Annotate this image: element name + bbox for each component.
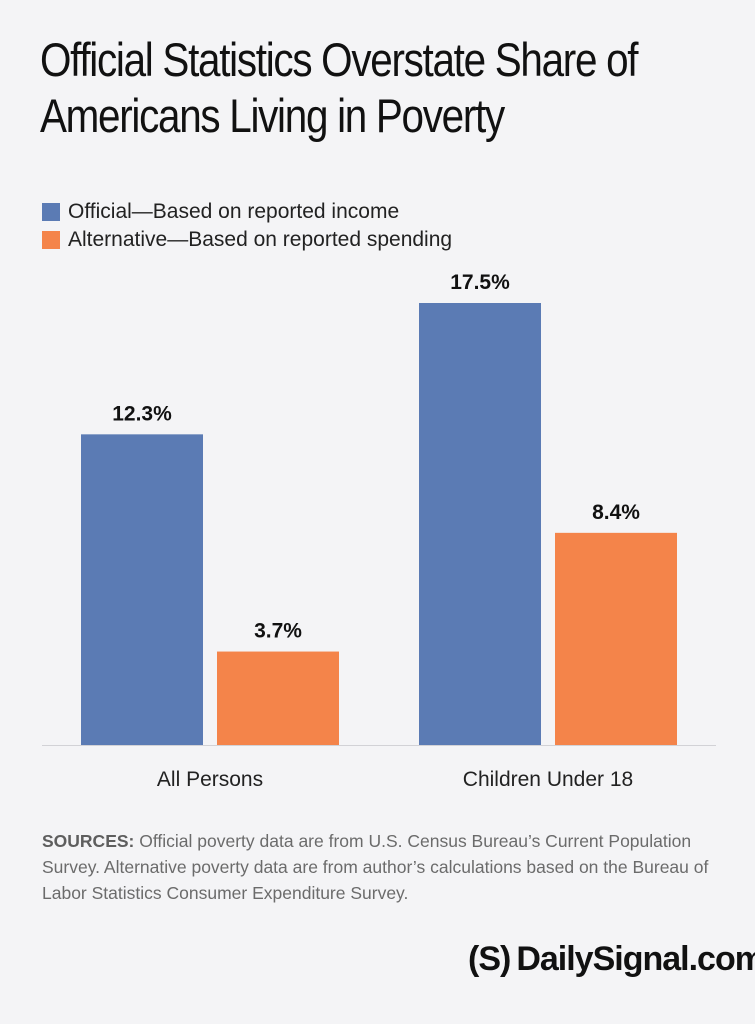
data-label-alternative-1: 8.4% xyxy=(592,501,640,524)
brand-text: DailySignal.com xyxy=(516,940,755,978)
legend-item-alternative: Alternative—Based on reported spending xyxy=(42,226,452,254)
brand: (S) DailySignal.com xyxy=(468,940,755,979)
category-label-0: All Persons xyxy=(157,768,263,791)
bar-alternative-1 xyxy=(555,532,677,745)
data-label-official-1: 17.5% xyxy=(450,271,510,294)
sources-text: Official poverty data are from U.S. Cens… xyxy=(42,831,709,903)
bar-chart: 12.3% 3.7% All Persons 17.5% 8.4% Children Un… xyxy=(42,271,716,791)
data-label-official-0: 12.3% xyxy=(112,402,172,425)
daily-signal-logo-icon: (S) xyxy=(468,940,511,978)
legend-label-alternative: Alternative—Based on reported spending xyxy=(68,228,453,251)
sources-label: SOURCES: xyxy=(42,831,135,851)
category-label-1: Children Under 18 xyxy=(463,768,633,791)
data-label-alternative-0: 3.7% xyxy=(254,620,302,643)
legend-swatch-official xyxy=(42,203,60,221)
bar-official-1 xyxy=(419,303,541,745)
legend-item-official: Official—Based on reported income xyxy=(42,198,452,226)
sources-note: SOURCES: Official poverty data are from … xyxy=(42,828,722,906)
chart-title: Official Statistics Overstate Share of A… xyxy=(40,33,639,142)
legend: Official—Based on reported income Altern… xyxy=(42,198,452,254)
legend-label-official: Official—Based on reported income xyxy=(68,200,400,223)
legend-swatch-alternative xyxy=(42,231,60,249)
bar-official-0 xyxy=(81,434,203,745)
bar-alternative-0 xyxy=(217,651,339,745)
